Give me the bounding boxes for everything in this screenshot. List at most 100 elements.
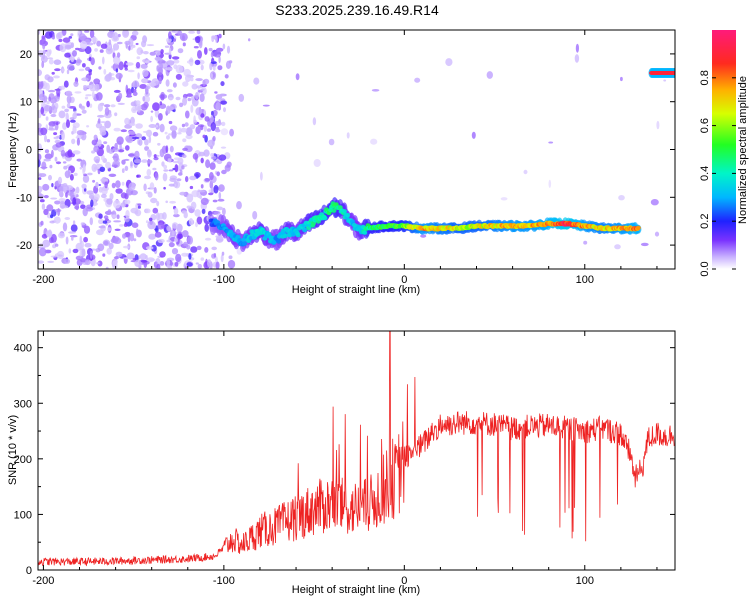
noise-blob [135, 42, 139, 46]
noise-blob [137, 203, 142, 206]
noise-blob [56, 135, 61, 138]
noise-blob [53, 59, 62, 65]
spectrogram-ylabel: Frequency (Hz) [7, 112, 19, 188]
noise-blob [74, 91, 82, 94]
noise-blob [200, 157, 204, 164]
noise-blob [200, 257, 205, 261]
noise-blob [43, 195, 49, 199]
noise-blob [190, 201, 197, 210]
signal-core [322, 215, 328, 221]
noise-blob [82, 63, 86, 68]
noise-blob [91, 139, 98, 146]
noise-blob [146, 257, 155, 263]
noise-blob [169, 103, 177, 110]
noise-blob [195, 36, 201, 44]
noise-blob [71, 138, 76, 145]
noise-blob [312, 117, 317, 126]
noise-blob [194, 209, 201, 217]
noise-blob [56, 88, 61, 97]
colorbar-ticks: 0.0 0.2 0.4 0.6 0.8 [699, 70, 736, 277]
noise-blob [197, 189, 206, 193]
noise-blob [574, 54, 580, 63]
noise-blob [202, 134, 206, 139]
noise-blob [44, 134, 47, 143]
noise-blob [113, 220, 122, 223]
noise-blob [82, 165, 85, 175]
x-tick-label: -100 [213, 575, 235, 587]
noise-blob [131, 136, 140, 140]
noise-blob [112, 153, 119, 162]
signal-core [345, 213, 351, 218]
noise-blob [59, 43, 67, 53]
noise-blob [103, 215, 109, 220]
snr-ylabel: SNR (10 * v/v) [7, 415, 19, 485]
noise-blob [144, 175, 151, 180]
noise-blob [195, 78, 203, 82]
noise-blob [69, 174, 74, 181]
noise-blob [163, 164, 168, 170]
noise-blob [182, 138, 187, 143]
noise-blob [219, 93, 225, 97]
noise-blob [55, 161, 62, 165]
noise-blob [471, 131, 476, 139]
noise-blob [197, 263, 202, 269]
noise-blob [102, 220, 108, 224]
noise-blob [215, 35, 218, 44]
noise-blob [177, 30, 183, 36]
noise-blob [97, 139, 102, 147]
noise-blob [128, 182, 136, 191]
spectrogram-layer [38, 30, 675, 269]
noise-blob [127, 69, 135, 73]
noise-blob [139, 253, 147, 260]
noise-blob [121, 168, 125, 174]
noise-blob [143, 51, 149, 55]
noise-blob [86, 125, 90, 128]
noise-blob [40, 127, 48, 136]
noise-blob [210, 153, 215, 157]
noise-blob [115, 180, 121, 189]
noise-blob [238, 93, 245, 102]
noise-blob [445, 58, 453, 67]
noise-blob [50, 233, 57, 243]
noise-blob [110, 212, 115, 215]
noise-blob [75, 186, 80, 194]
signal-core [282, 233, 288, 239]
noise-blob [78, 68, 85, 72]
noise-blob [168, 53, 172, 60]
noise-blob [89, 30, 95, 39]
noise-blob [46, 139, 51, 143]
noise-blob [89, 103, 93, 108]
noise-blob [109, 30, 114, 35]
noise-blob [55, 243, 59, 247]
noise-blob [212, 65, 216, 71]
noise-blob [313, 159, 321, 167]
noise-blob [166, 258, 171, 267]
noise-blob [174, 237, 178, 243]
noise-blob [195, 107, 202, 116]
noise-blob [420, 234, 427, 238]
noise-blob [211, 110, 214, 116]
noise-blob [179, 33, 188, 42]
signal-core [276, 239, 282, 244]
noise-blob [72, 150, 81, 155]
noise-blob [130, 161, 133, 167]
noise-blob [186, 93, 193, 97]
noise-blob [190, 246, 198, 253]
noise-blob [58, 198, 66, 202]
noise-blob [43, 208, 49, 216]
y-tick-label: 400 [14, 343, 32, 355]
noise-blob [50, 113, 57, 118]
noise-blob [85, 66, 91, 71]
noise-blob [110, 104, 116, 108]
noise-blob [51, 71, 55, 75]
noise-blob [171, 222, 179, 229]
noise-blob [113, 55, 121, 65]
noise-blob [204, 178, 210, 182]
noise-blob [654, 231, 660, 237]
noise-blob [176, 178, 182, 182]
noise-blob [125, 62, 134, 66]
noise-blob [118, 61, 124, 71]
noise-blob [152, 131, 159, 137]
noise-blob [179, 102, 184, 108]
